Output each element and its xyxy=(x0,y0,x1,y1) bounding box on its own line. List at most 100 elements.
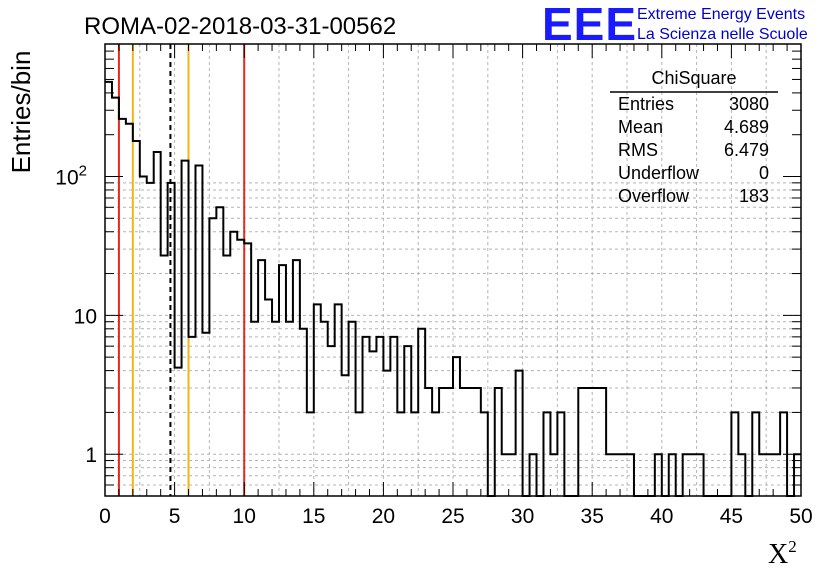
histogram-bin xyxy=(363,337,370,496)
stats-row-value: 3080 xyxy=(729,94,769,114)
histogram-bin xyxy=(383,371,390,496)
histogram-bin xyxy=(376,337,383,496)
x-tick-label: 0 xyxy=(99,505,111,528)
histogram-bin xyxy=(543,412,550,496)
y-axis-label: Entries/bin xyxy=(6,51,36,174)
histogram-bin xyxy=(314,304,321,496)
histogram-bin xyxy=(460,388,467,496)
y-tick-label: 10 xyxy=(74,305,97,328)
stats-box-title: ChiSquare xyxy=(651,68,736,88)
histogram-bin xyxy=(307,412,314,496)
logo-mark: EEE xyxy=(542,0,637,50)
histogram-bin xyxy=(773,454,780,496)
histogram-bin xyxy=(738,454,745,496)
histogram-bin xyxy=(175,368,182,496)
histogram-bin xyxy=(467,388,474,496)
histogram-bin xyxy=(286,322,293,496)
histogram-bin xyxy=(335,304,342,496)
y-tick-label: 1 xyxy=(85,444,97,467)
histogram-bin xyxy=(446,388,453,496)
histogram-bin xyxy=(759,454,766,496)
histogram-outline xyxy=(105,80,801,497)
stats-row-value: 0 xyxy=(759,163,769,183)
histogram-bin xyxy=(168,183,175,496)
histogram-bin xyxy=(258,260,265,496)
histogram-bin xyxy=(390,337,397,496)
histogram-bin xyxy=(592,388,599,496)
y-tick-label-exponent: 2 xyxy=(79,162,87,179)
x-tick-label: 10 xyxy=(233,505,256,528)
stats-row-label: Mean xyxy=(618,117,663,137)
histogram-bin xyxy=(272,322,279,496)
x-axis-label-superscript: 2 xyxy=(788,537,797,556)
histogram-bin xyxy=(244,243,251,496)
histogram-series xyxy=(105,80,801,497)
histogram-bin xyxy=(530,454,537,496)
histogram-bin xyxy=(154,152,161,496)
x-axis-label-symbol: X xyxy=(768,539,788,570)
histogram-bin xyxy=(439,388,446,496)
histogram-bin xyxy=(182,161,189,496)
histogram-bin xyxy=(550,454,557,496)
histogram-bin xyxy=(766,454,773,496)
histogram-bin xyxy=(328,346,335,496)
histogram-bin xyxy=(752,412,759,496)
histogram-bin xyxy=(669,454,676,496)
stats-box: ChiSquare Entries 3080 Mean 4.689 RMS 6.479 Un… xyxy=(610,68,778,206)
stats-row-label: Entries xyxy=(618,94,674,114)
histogram-bin xyxy=(321,322,328,496)
histogram-bin xyxy=(195,166,202,496)
histogram-bin xyxy=(265,300,272,496)
y-tick-label-base: 10 xyxy=(55,166,78,189)
histogram-bin xyxy=(105,82,112,496)
histogram-bin xyxy=(126,124,133,496)
histogram-bin xyxy=(230,232,237,496)
stats-row-label: Overflow xyxy=(618,186,690,206)
x-tick-label: 40 xyxy=(650,505,673,528)
histogram-bin xyxy=(411,412,418,496)
histogram-bin xyxy=(731,412,738,496)
x-tick-label: 45 xyxy=(720,505,743,528)
histogram-bin xyxy=(425,388,432,496)
x-tick-label: 50 xyxy=(789,505,812,528)
histogram-bin xyxy=(606,454,613,496)
logo-line-1: Extreme Energy Events xyxy=(637,6,805,23)
histogram-bin xyxy=(418,329,425,496)
histogram-bin xyxy=(293,260,300,496)
histogram-bin xyxy=(453,357,460,496)
histogram-bin xyxy=(432,412,439,496)
histogram-bin xyxy=(509,454,516,496)
logo-line-2: La Scienza nelle Scuole xyxy=(637,26,808,43)
histogram-bin xyxy=(627,454,634,496)
histogram-bin xyxy=(223,255,230,496)
x-tick-label: 35 xyxy=(581,505,604,528)
histogram-bin xyxy=(690,454,697,496)
histogram-bin xyxy=(481,412,488,496)
y-tick-label: 102 xyxy=(55,162,87,189)
histogram-bin xyxy=(697,454,704,496)
histogram-bin xyxy=(369,351,376,496)
histogram-bin xyxy=(620,454,627,496)
histogram-bin xyxy=(599,388,606,496)
stats-row-value: 183 xyxy=(739,186,769,206)
histogram-bin xyxy=(112,98,119,496)
histogram-bin xyxy=(397,412,404,496)
histogram-bin xyxy=(237,240,244,496)
histogram-bin xyxy=(655,454,662,496)
histogram-bin xyxy=(147,183,154,496)
histogram-bin xyxy=(495,388,502,496)
histogram-bin xyxy=(474,388,481,496)
histogram-bin xyxy=(349,322,356,496)
x-tick-label: 25 xyxy=(441,505,464,528)
stats-row-value: 6.479 xyxy=(724,140,769,160)
x-tick-label: 5 xyxy=(169,505,181,528)
x-tick-label: 20 xyxy=(372,505,395,528)
histogram-bin xyxy=(613,454,620,496)
x-axis-label: X2 xyxy=(768,537,797,570)
histogram-bin xyxy=(342,375,349,496)
histogram-bin xyxy=(502,454,509,496)
histogram-bin xyxy=(683,454,690,496)
histogram-bin xyxy=(251,322,258,496)
x-tick-label: 15 xyxy=(302,505,325,528)
